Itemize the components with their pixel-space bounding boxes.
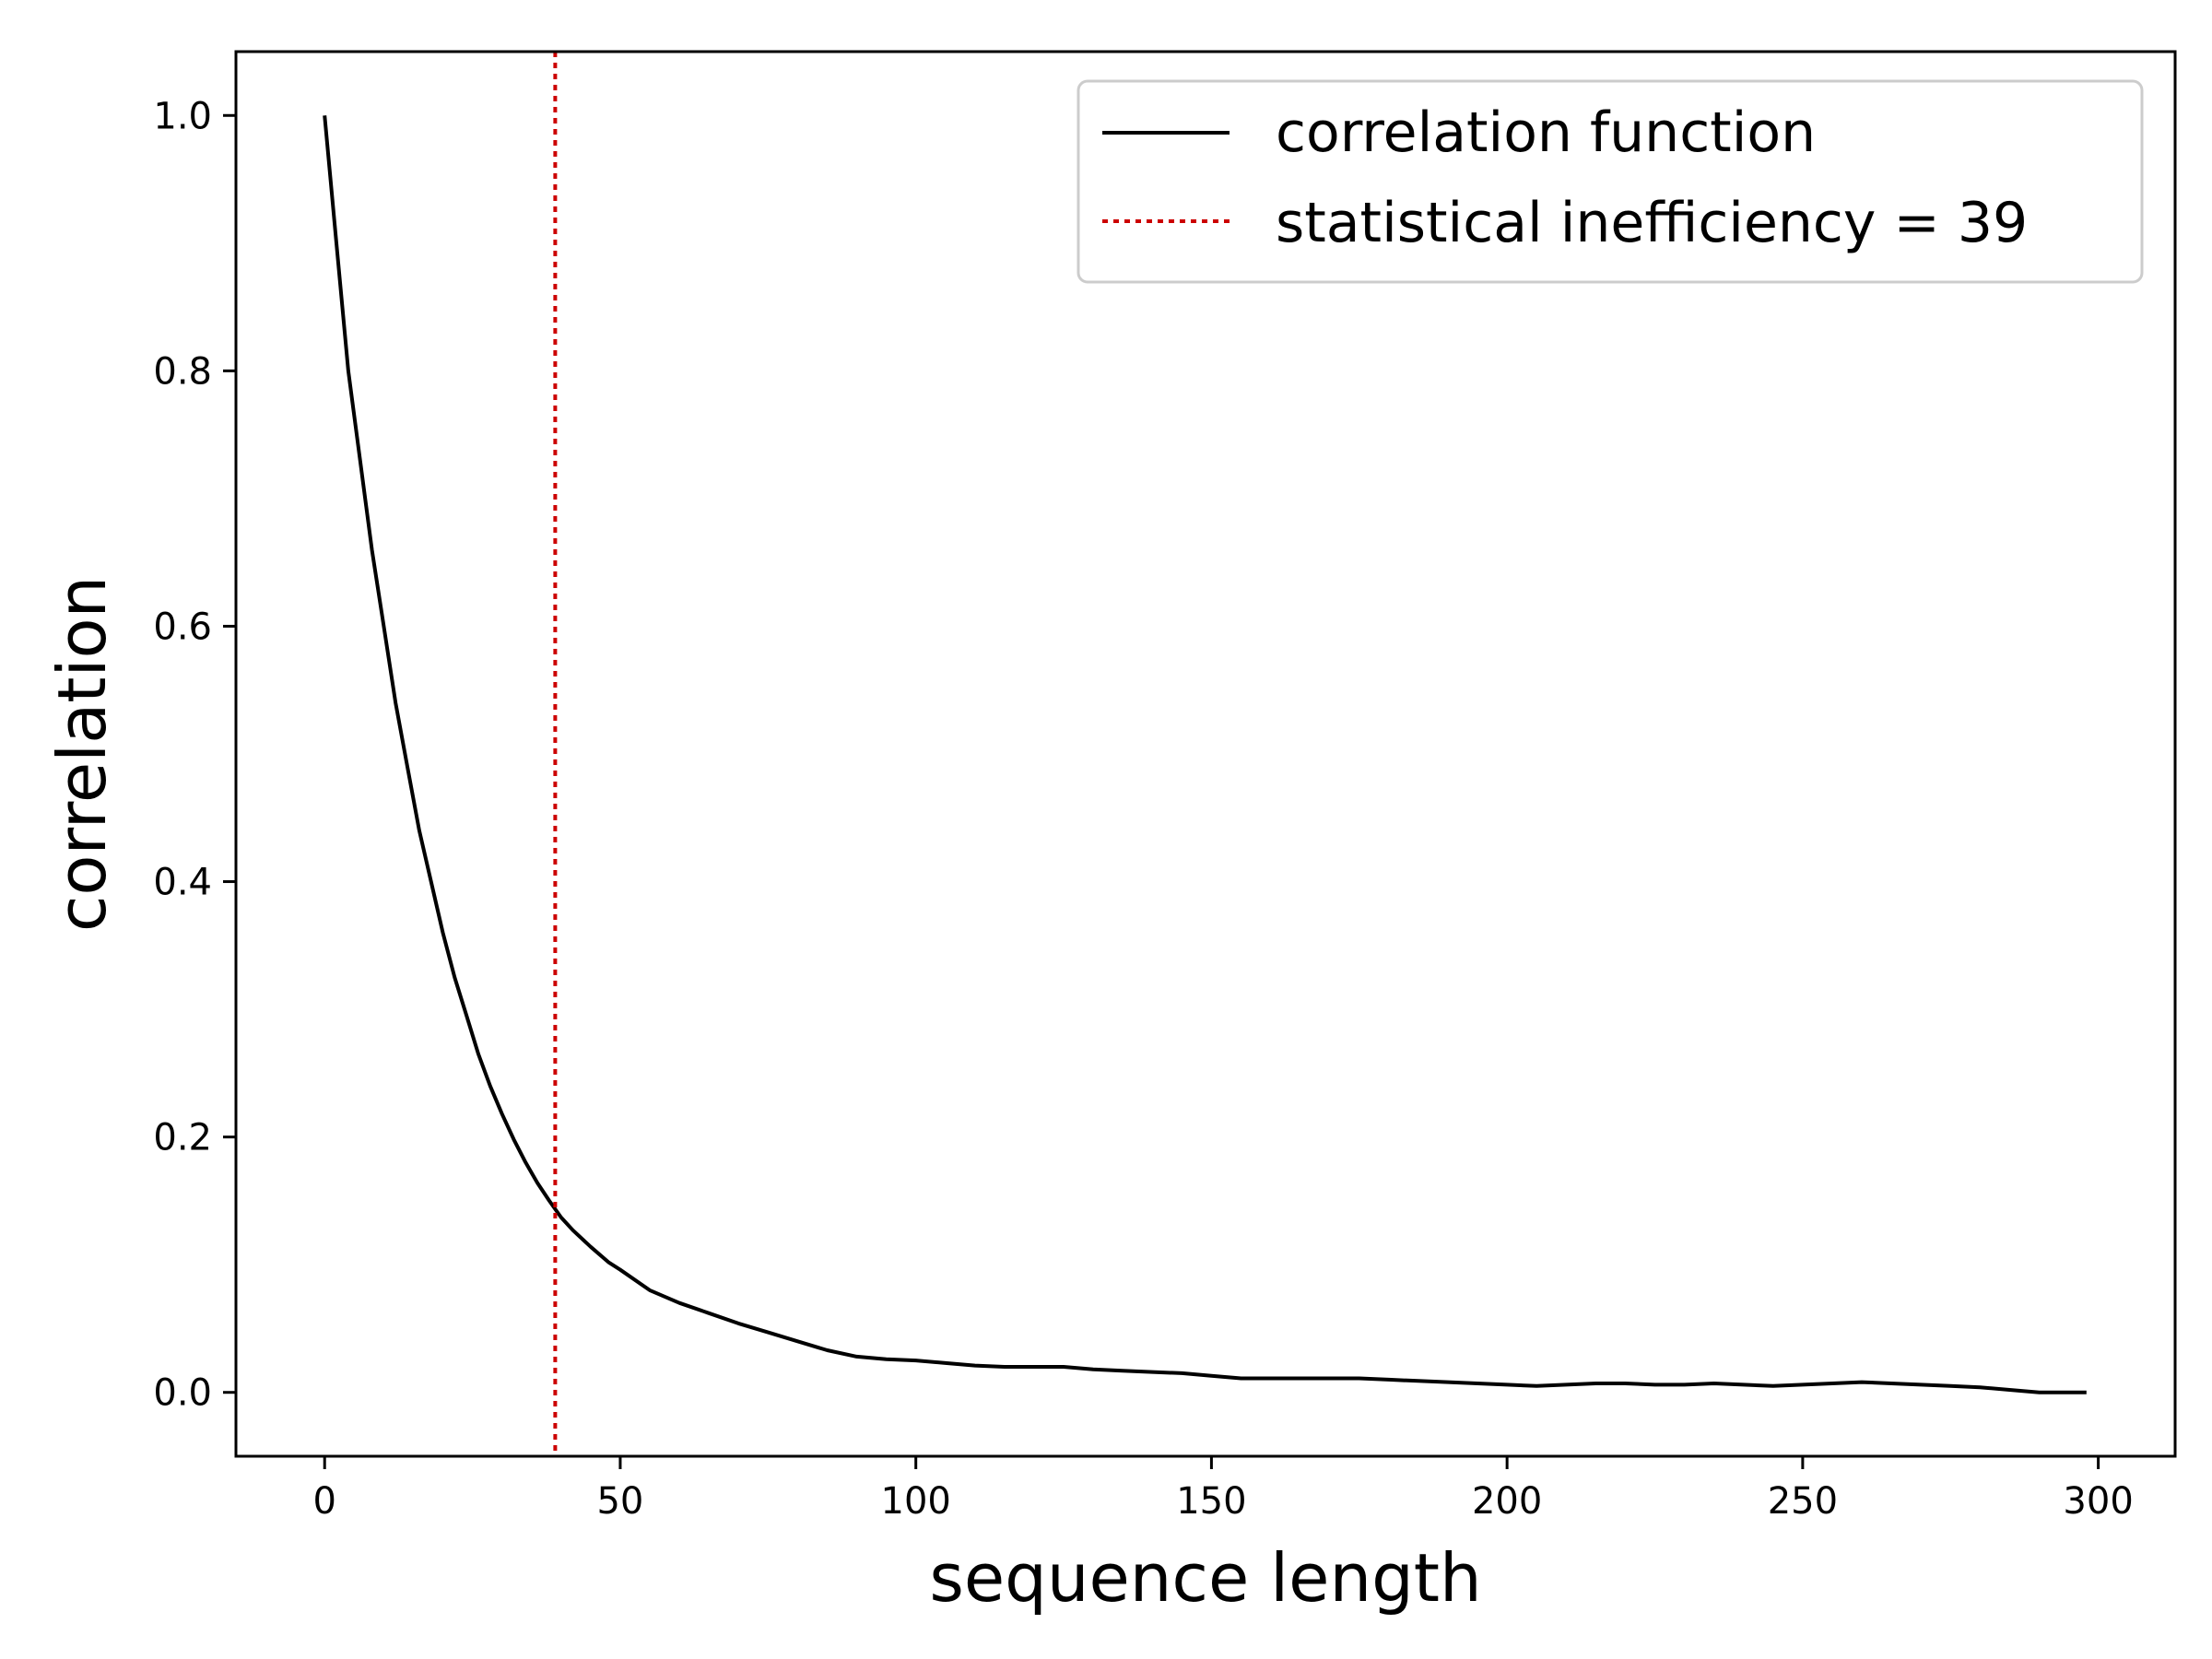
x-tick-label: 50 [596, 1480, 643, 1523]
legend-label-correlation: correlation function [1276, 100, 1816, 165]
x-tick-label: 150 [1176, 1480, 1246, 1523]
y-tick-label: 0.0 [153, 1372, 212, 1415]
y-tick-label: 0.2 [153, 1117, 212, 1159]
y-tick-label: 0.6 [153, 606, 212, 648]
x-tick-label: 200 [1472, 1480, 1542, 1523]
x-axis-ticks: 0 50 100 150 200 250 300 [312, 1456, 2134, 1523]
x-tick-label: 300 [2063, 1480, 2133, 1523]
plot-frame [234, 50, 2177, 1458]
y-tick-label: 1.0 [153, 95, 212, 137]
y-axis-ticks: 0.0 0.2 0.4 0.6 0.8 1.0 [153, 95, 236, 1415]
legend: correlation function statistical ineffic… [1077, 79, 2144, 284]
x-tick-label: 250 [1768, 1480, 1838, 1523]
x-tick-label: 0 [312, 1480, 335, 1523]
x-axis-label: sequence length [929, 1539, 1481, 1617]
y-tick-label: 0.4 [153, 862, 212, 904]
x-tick-label: 100 [881, 1480, 951, 1523]
y-tick-label: 0.8 [153, 350, 212, 393]
plot-area [323, 52, 2087, 1456]
series-line-correlation [323, 115, 2087, 1394]
legend-box [1077, 79, 2144, 284]
legend-label-inefficiency: statistical inefficiency = 39 [1276, 191, 2028, 255]
y-axis-label: correlation [43, 576, 121, 932]
